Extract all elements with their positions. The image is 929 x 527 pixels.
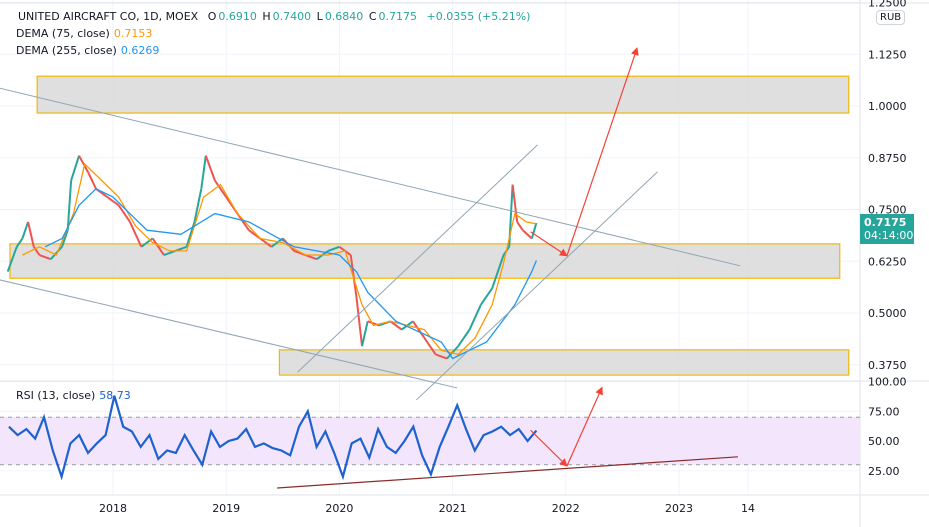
price-candle-segment bbox=[50, 246, 63, 260]
price-candle-segment bbox=[530, 222, 538, 239]
price-candle-segment bbox=[140, 237, 154, 248]
price-candle-segment bbox=[361, 321, 369, 347]
price-candle-segment bbox=[70, 155, 80, 181]
dema75-value: 0.7153 bbox=[113, 27, 153, 40]
rsi-line bbox=[8, 395, 538, 481]
price-candle-segment bbox=[516, 221, 524, 231]
price-candle-segment bbox=[412, 320, 426, 339]
time-tick-label: 2023 bbox=[665, 502, 693, 515]
price-candle-segment bbox=[129, 221, 143, 248]
trendline bbox=[416, 171, 658, 401]
time-tick-label: 2020 bbox=[325, 502, 353, 515]
price-tick-label: 0.6250 bbox=[868, 255, 907, 268]
dema75-legend[interactable]: DEMA (75, close) 0.7153 bbox=[16, 27, 153, 40]
support-resistance-zone bbox=[9, 243, 841, 279]
price-candle-segment bbox=[327, 245, 340, 252]
price-tick-label: 0.3750 bbox=[868, 359, 907, 372]
open-value: 0.6910 bbox=[218, 10, 257, 23]
price-tick-label: 0.5000 bbox=[868, 307, 907, 320]
rsi-forecast-arrow bbox=[566, 386, 603, 467]
price-candle-segment bbox=[151, 237, 165, 256]
price-candle-segment bbox=[355, 296, 364, 347]
price-candle-segment bbox=[78, 155, 89, 173]
dema255-value: 0.6269 bbox=[120, 44, 160, 57]
price-candle-segment bbox=[21, 221, 30, 239]
price-candle-segment bbox=[491, 254, 505, 289]
currency-button[interactable]: RUB bbox=[876, 10, 906, 25]
low-value: 0.6840 bbox=[324, 10, 364, 23]
trendline bbox=[0, 87, 741, 267]
price-candle-segment bbox=[174, 245, 187, 252]
symbol-legend: UNITED AIRCRAFT CO, 1D, MOEX O 0.6910 H 0.… bbox=[18, 10, 531, 23]
rsi-tick-label: 50.00 bbox=[868, 435, 900, 448]
price-candle-segment bbox=[61, 229, 69, 248]
price-candle-segment bbox=[423, 337, 437, 355]
price-candle-segment bbox=[163, 249, 176, 256]
price-tick-label: 0.7500 bbox=[868, 204, 907, 217]
trendline bbox=[0, 279, 458, 389]
price-candle-segment bbox=[117, 204, 131, 223]
price-candle-segment bbox=[282, 237, 295, 252]
time-tick-label: 2018 bbox=[99, 502, 127, 515]
price-candle-segment bbox=[446, 345, 459, 360]
price-tick-label: 0.8750 bbox=[868, 152, 907, 165]
price-candle-segment bbox=[457, 328, 471, 347]
rsi-band bbox=[0, 417, 860, 465]
price-candle-segment bbox=[6, 246, 18, 272]
support-resistance-zone bbox=[36, 75, 850, 114]
price-candle-segment bbox=[468, 304, 482, 330]
time-tick-label: 2021 bbox=[439, 502, 467, 515]
dema255-line bbox=[44, 188, 538, 360]
symbol-title: UNITED AIRCRAFT CO, 1D, MOEX bbox=[18, 10, 199, 23]
price-candle-segment bbox=[66, 180, 73, 231]
price-candle-segment bbox=[193, 188, 203, 223]
price-tick-label: 1.1250 bbox=[868, 48, 907, 61]
forecast-arrow bbox=[530, 231, 568, 257]
last-price-label: 0.7175 04:14:00 bbox=[860, 214, 914, 244]
time-tick-label: 14 bbox=[741, 502, 755, 515]
price-candle-segment bbox=[259, 237, 273, 248]
rsi-tick-label: 75.00 bbox=[868, 405, 900, 418]
high-value: 0.7400 bbox=[272, 10, 312, 23]
price-candle-segment bbox=[214, 179, 228, 198]
change-value: +0.0355 (+5.21%) bbox=[426, 10, 531, 23]
price-candle-segment bbox=[389, 320, 403, 331]
price-candle-segment bbox=[305, 254, 318, 261]
forecast-arrow bbox=[566, 47, 639, 257]
close-value: 0.7175 bbox=[378, 10, 418, 23]
price-candle-segment bbox=[511, 184, 519, 223]
price-candle-segment bbox=[106, 196, 120, 207]
price-tick-label: 1.0000 bbox=[868, 100, 907, 113]
price-candle-segment bbox=[27, 221, 35, 247]
price-candle-segment bbox=[87, 171, 97, 190]
time-tick-label: 2022 bbox=[552, 502, 580, 515]
dema255-legend[interactable]: DEMA (255, close) 0.6269 bbox=[16, 44, 160, 57]
rsi-tick-label: 25.00 bbox=[868, 465, 900, 478]
price-candle-segment bbox=[480, 287, 494, 306]
rsi-forecast-arrow bbox=[530, 429, 568, 467]
rsi-value: 58.73 bbox=[99, 389, 131, 402]
dema75-line bbox=[22, 162, 537, 356]
price-candle-segment bbox=[435, 353, 448, 360]
rsi-support-line bbox=[277, 456, 738, 489]
price-candle-segment bbox=[522, 229, 533, 240]
price-candle-segment bbox=[32, 246, 41, 256]
price-tick-label: 1.2500 bbox=[868, 0, 907, 10]
rsi-legend[interactable]: RSI (13, close) 58.73 bbox=[16, 389, 131, 402]
trendline bbox=[297, 144, 538, 373]
price-candle-segment bbox=[200, 155, 207, 189]
time-tick-label: 2019 bbox=[212, 502, 240, 515]
support-resistance-zone bbox=[278, 349, 850, 376]
price-candle-segment bbox=[204, 155, 216, 181]
price-candle-segment bbox=[39, 254, 52, 261]
price-candle-segment bbox=[15, 237, 24, 248]
price-candle-segment bbox=[185, 221, 196, 248]
rsi-tick-label: 100.00 bbox=[868, 376, 907, 389]
